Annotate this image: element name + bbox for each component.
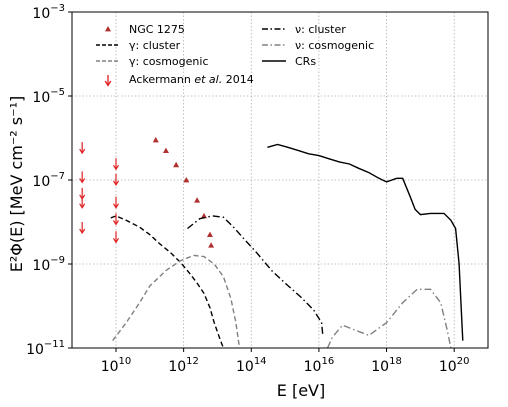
upper-limit-head (112, 238, 120, 244)
upper-limit-head (79, 148, 86, 155)
x-tick-label: 1010 (101, 356, 132, 375)
series-cluster (110, 215, 225, 349)
legend-label-part: 2014 (222, 73, 254, 86)
y-tick-label-exponent: −9 (50, 255, 65, 266)
x-tick-label-base: 10 (439, 359, 457, 375)
series-crs (267, 143, 464, 341)
y-tick-label-base: 10 (26, 342, 44, 358)
series-line-crs (267, 143, 464, 341)
series-line-cosmogenic (326, 288, 452, 349)
legend-label: Ackermann et al. 2014 (129, 73, 254, 86)
legend-label: ν: cluster (295, 23, 346, 36)
x-tick-label-base: 10 (371, 359, 389, 375)
upper-limit-head (79, 178, 86, 184)
upper-limit-head (112, 164, 120, 171)
y-tick-label: 10−9 (32, 255, 65, 274)
y-tick-label: 10−11 (26, 339, 65, 358)
legend-entry: NGC 1275 (105, 23, 185, 36)
y-tick-label-base: 10 (32, 258, 50, 274)
series-cosmogenic (326, 288, 452, 349)
x-tick-label-exponent: 12 (186, 356, 199, 367)
legend-label-part: Ackermann (129, 73, 194, 86)
upper-limit-head (79, 228, 86, 235)
legend-entry: CRs (262, 55, 316, 68)
series-line-cosmogenic (112, 254, 241, 349)
upper-limit-head (112, 180, 120, 186)
series-layer (79, 136, 464, 349)
x-tick-label: 1020 (439, 356, 470, 375)
series-ngc-1275 (152, 136, 215, 248)
upper-limit-marker (79, 196, 86, 209)
series-cosmogenic (112, 254, 241, 349)
y-tick-label: 10−3 (32, 3, 65, 22)
legend-entry: γ: cluster (96, 39, 181, 52)
axis-ticks (68, 11, 455, 352)
series-cluster (187, 215, 324, 336)
upper-limit-marker (79, 171, 86, 184)
upper-limit-head (112, 220, 120, 226)
legend-label: γ: cluster (129, 39, 181, 52)
data-point (162, 147, 169, 154)
upper-limit-marker (112, 196, 120, 209)
legend-arrow-head (104, 80, 112, 87)
upper-limit-marker (79, 222, 86, 235)
y-tick-label-exponent: −5 (50, 87, 65, 98)
x-tick-label: 1018 (371, 356, 402, 375)
series-line-cluster (110, 215, 225, 349)
x-tick-label-exponent: 16 (321, 356, 334, 367)
x-tick-label-base: 10 (101, 359, 119, 375)
upper-limit-marker (112, 231, 120, 244)
x-tick-label-exponent: 18 (389, 356, 402, 367)
x-tick-label: 1014 (236, 356, 267, 375)
x-tick-label-exponent: 20 (457, 356, 470, 367)
x-tick-label-exponent: 14 (254, 356, 267, 367)
data-point (200, 212, 207, 219)
x-tick-label-base: 10 (304, 359, 322, 375)
y-axis-label: E²Φ(E) [MeV cm⁻² s⁻¹] (7, 96, 26, 272)
data-point (183, 177, 190, 183)
y-tick-label-base: 10 (32, 6, 50, 22)
legend-label: CRs (295, 55, 316, 68)
axis-tick-labels: 1010 1012 1014 1016 1018 102010−1110−910−710−… (26, 3, 469, 375)
x-tick-label-exponent: 10 (119, 356, 132, 367)
y-tick-label-exponent: −11 (44, 339, 65, 350)
legend: NGC 1275 γ: cluster γ: cosmogenic Ackermann… (96, 23, 374, 87)
legend-entry: ν: cluster (262, 23, 346, 36)
y-tick-label: 10−5 (32, 87, 65, 106)
legend-label: NGC 1275 (129, 23, 185, 36)
upper-limit-marker (79, 142, 86, 155)
legend-label-italic: et al. (194, 73, 222, 86)
data-point (206, 231, 213, 238)
upper-limit-marker (112, 213, 120, 226)
y-tick-label-exponent: −7 (50, 171, 65, 182)
data-point (194, 197, 201, 203)
y-tick-label-base: 10 (32, 174, 50, 190)
upper-limit-marker (112, 173, 120, 186)
legend-entry: γ: cosmogenic (96, 55, 209, 68)
x-tick-label: 1016 (304, 356, 335, 375)
legend-entry: Ackermann et al. 2014 (104, 73, 254, 87)
x-axis-label: E [eV] (277, 381, 325, 400)
x-tick-label-base: 10 (168, 359, 186, 375)
legend-entry: ν: cosmogenic (262, 39, 374, 52)
x-tick-label: 1012 (168, 356, 199, 375)
series-ackermann-et-al-2014 (79, 142, 120, 244)
upper-limit-head (112, 203, 120, 209)
legend-label: ν: cosmogenic (295, 39, 374, 52)
upper-limit-marker (112, 158, 120, 171)
legend-triangle-marker (105, 26, 111, 32)
data-point (152, 136, 159, 143)
upper-limit-head (79, 203, 86, 209)
data-point (208, 242, 215, 248)
x-tick-label-base: 10 (236, 359, 254, 375)
series-line-cluster (187, 215, 324, 336)
data-point (173, 161, 180, 168)
legend-label: γ: cosmogenic (129, 55, 209, 68)
y-tick-label-base: 10 (32, 90, 50, 106)
y-tick-label-exponent: −3 (50, 3, 65, 14)
y-tick-label: 10−7 (32, 171, 65, 190)
